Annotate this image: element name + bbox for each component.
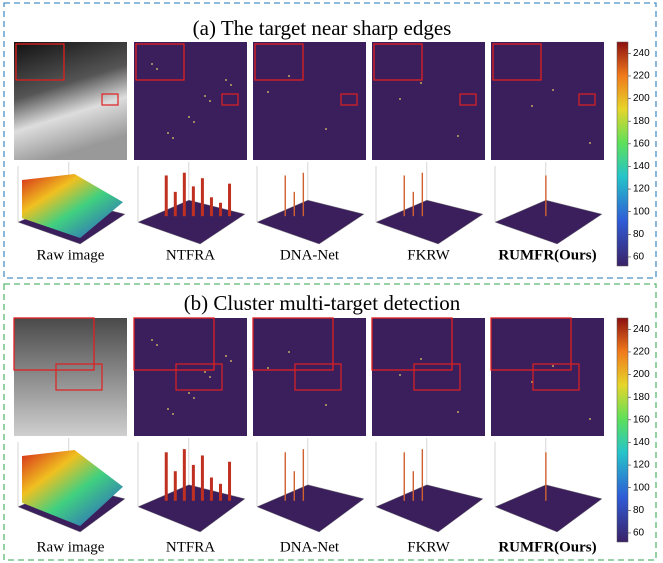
figure: (a) The target near sharp edges Raw image…	[0, 0, 663, 563]
colorbar-tick-label: 100	[633, 206, 650, 217]
method-label: Raw image	[37, 539, 105, 555]
colorbar-tick-label: 160	[633, 138, 650, 149]
detection-dot	[457, 411, 459, 413]
colorbar-tick-label: 80	[633, 505, 645, 516]
detection-dot	[193, 121, 195, 123]
detection-dot	[209, 376, 211, 378]
detection-dot	[188, 116, 190, 118]
plot-floor	[495, 485, 602, 532]
detection-dot	[420, 358, 422, 360]
result-image	[134, 42, 247, 160]
detection-dot	[204, 371, 206, 373]
result-image	[491, 42, 604, 160]
result-image	[134, 318, 247, 436]
result-image	[372, 42, 485, 160]
colorbar-tick-label: 180	[633, 116, 650, 127]
detection-dot	[167, 132, 169, 134]
detection-dot	[589, 418, 591, 420]
detection-dot	[188, 392, 190, 394]
detection-dot	[172, 413, 174, 415]
colorbar-tick-label: 220	[633, 347, 650, 358]
detection-dot	[399, 374, 401, 376]
plot-floor	[376, 200, 483, 244]
detection-dot	[552, 365, 554, 367]
method-label: NTFRA	[166, 247, 215, 263]
detection-dot	[167, 408, 169, 410]
plot-floor	[495, 200, 602, 244]
detection-dot	[151, 339, 153, 341]
result-image	[14, 318, 127, 436]
detection-dot	[531, 105, 533, 107]
colorbar	[617, 318, 628, 542]
result-image	[253, 42, 366, 160]
result-image	[253, 318, 366, 436]
detection-dot	[267, 91, 269, 93]
colorbar-tick-label: 100	[633, 482, 650, 493]
detection-dot	[325, 128, 327, 130]
colorbar-tick-label: 60	[633, 252, 645, 263]
colorbar-tick-label: 60	[633, 528, 645, 539]
method-label: Raw image	[37, 247, 105, 263]
method-label: DNA-Net	[280, 539, 340, 555]
section-title: (b) Cluster multi-target detection	[184, 291, 461, 315]
detection-dot	[552, 89, 554, 91]
method-label: FKRW	[407, 247, 450, 263]
detection-dot	[325, 404, 327, 406]
colorbar-tick-label: 220	[633, 71, 650, 82]
colorbar-tick-label: 160	[633, 414, 650, 425]
detection-dot	[288, 75, 290, 77]
detection-dot	[457, 135, 459, 137]
detection-dot	[193, 397, 195, 399]
detection-dot	[225, 355, 227, 357]
section-title: (a) The target near sharp edges	[193, 16, 452, 40]
detection-dot	[151, 63, 153, 65]
colorbar-tick-label: 240	[633, 48, 650, 59]
plot-floor	[376, 485, 483, 532]
detection-dot	[230, 84, 232, 86]
detection-dot	[230, 360, 232, 362]
detection-dot	[156, 68, 158, 70]
colorbar-tick-label: 200	[633, 369, 650, 380]
colorbar-tick-label: 140	[633, 161, 650, 172]
colorbar-tick-label: 120	[633, 460, 650, 471]
result-image	[491, 318, 604, 436]
colorbar-tick-label: 180	[633, 392, 650, 403]
method-label: DNA-Net	[280, 247, 340, 263]
colorbar-tick-label: 240	[633, 324, 650, 335]
plot-floor	[257, 200, 364, 244]
colorbar-tick-label: 200	[633, 93, 650, 104]
detection-dot	[267, 367, 269, 369]
colorbar-tick-label: 120	[633, 184, 650, 195]
method-label: RUMFR(Ours)	[498, 247, 596, 263]
detection-dot	[204, 95, 206, 97]
plot-floor	[257, 485, 364, 532]
detection-dot	[288, 351, 290, 353]
detection-dot	[420, 82, 422, 84]
detection-dot	[172, 137, 174, 139]
method-label: RUMFR(Ours)	[498, 539, 596, 555]
result-image	[372, 318, 485, 436]
colorbar-tick-label: 80	[633, 229, 645, 240]
detection-dot	[209, 100, 211, 102]
detection-dot	[589, 142, 591, 144]
method-label: FKRW	[407, 539, 450, 555]
detection-dot	[225, 79, 227, 81]
detection-dot	[399, 98, 401, 100]
colorbar	[617, 42, 628, 266]
result-image	[14, 42, 127, 160]
method-label: NTFRA	[166, 539, 215, 555]
detection-dot	[156, 344, 158, 346]
colorbar-tick-label: 140	[633, 437, 650, 448]
